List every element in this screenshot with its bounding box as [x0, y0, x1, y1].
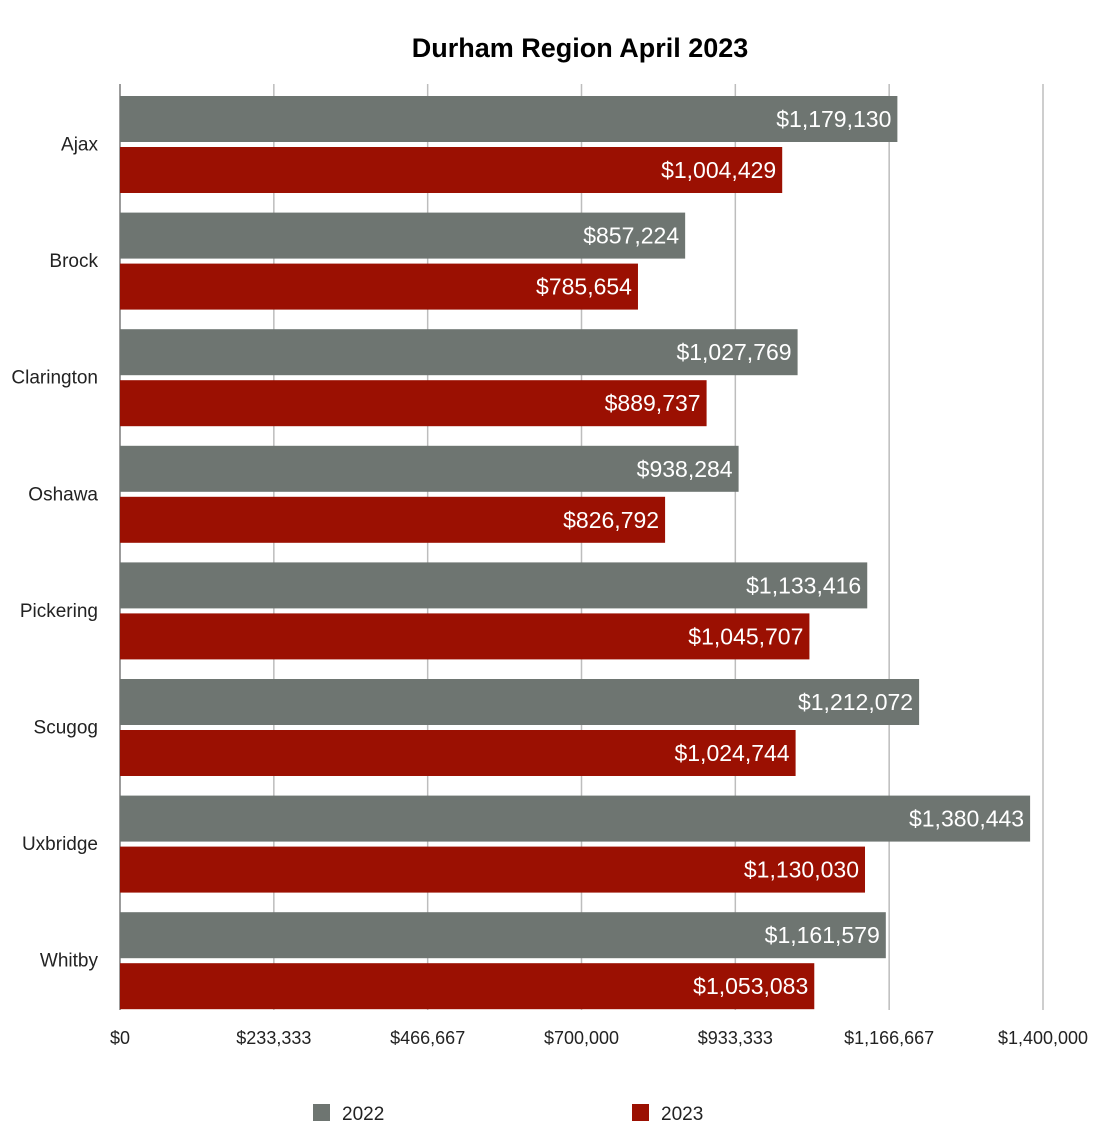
x-axis-ticks: $0 $233,333 $466,667 $700,000 $933,333 $1,166… — [110, 1028, 1088, 1048]
legend-label: 2023 — [661, 1104, 703, 1125]
bar-2022-clarington — [120, 329, 798, 376]
bar-2022-pickering — [120, 562, 868, 609]
data-label: $1,053,083 — [693, 973, 808, 999]
category-label: Whitby — [40, 951, 99, 972]
data-label: $826,792 — [563, 507, 659, 533]
data-label: $1,004,429 — [661, 157, 776, 183]
x-tick-label: $466,667 — [390, 1028, 465, 1048]
data-label: $1,133,416 — [746, 572, 861, 598]
data-label: $1,179,130 — [776, 106, 891, 132]
chart-title: Durham Region April 2023 — [412, 33, 749, 63]
category-labels: Ajax Brock Clarington Oshawa Pickering Scugog… — [11, 135, 98, 972]
category-label: Oshawa — [28, 484, 98, 505]
data-label: $1,212,072 — [798, 689, 913, 715]
data-label: $1,027,769 — [676, 339, 791, 365]
x-tick-label: $700,000 — [544, 1028, 619, 1048]
legend-swatch-2022 — [313, 1104, 330, 1121]
bars: $1,179,130$1,004,429 $857,224 $785,654 $1,0… — [120, 96, 1031, 1010]
x-tick-label: $0 — [110, 1028, 130, 1048]
bar-2023-oshawa — [120, 496, 666, 543]
bar-2022-whitby — [120, 912, 886, 959]
x-tick-label: $233,333 — [236, 1028, 311, 1048]
bar-2022-oshawa — [120, 445, 739, 492]
data-label: $1,024,744 — [674, 740, 789, 766]
category-label: Pickering — [20, 601, 98, 622]
data-label: $938,284 — [637, 456, 733, 482]
legend-swatch-2023 — [632, 1104, 649, 1121]
bar-2022-scugog — [120, 679, 920, 725]
legend: 2022 2023 — [313, 1104, 703, 1125]
data-label: $1,045,707 — [688, 623, 803, 649]
legend-label: 2022 — [342, 1104, 384, 1125]
category-label: Clarington — [11, 368, 98, 389]
category-label: Brock — [49, 251, 98, 272]
bar-2023-whitby — [120, 963, 815, 1010]
x-tick-label: $933,333 — [698, 1028, 773, 1048]
bar-2023-ajax — [120, 147, 783, 193]
data-label: $785,654 — [536, 274, 632, 300]
data-label: $857,224 — [583, 223, 679, 249]
category-label: Scugog — [34, 718, 98, 739]
data-label: $1,380,443 — [909, 806, 1024, 832]
bar-2023-clarington — [120, 380, 707, 427]
bar-2023-uxbridge — [120, 846, 866, 893]
x-tick-label: $1,400,000 — [998, 1028, 1088, 1048]
category-label: Uxbridge — [22, 834, 98, 855]
bar-2022-uxbridge — [120, 795, 1031, 842]
category-label: Ajax — [61, 135, 98, 156]
bar-2022-ajax — [120, 96, 898, 142]
x-tick-label: $1,166,667 — [844, 1028, 934, 1048]
data-label: $1,130,030 — [744, 857, 859, 883]
bar-2023-brock — [120, 263, 638, 310]
bar-2023-pickering — [120, 613, 810, 660]
data-label: $1,161,579 — [765, 922, 880, 948]
data-label: $889,737 — [605, 390, 701, 416]
bar-2023-scugog — [120, 730, 796, 776]
bar-2022-brock — [120, 212, 686, 259]
